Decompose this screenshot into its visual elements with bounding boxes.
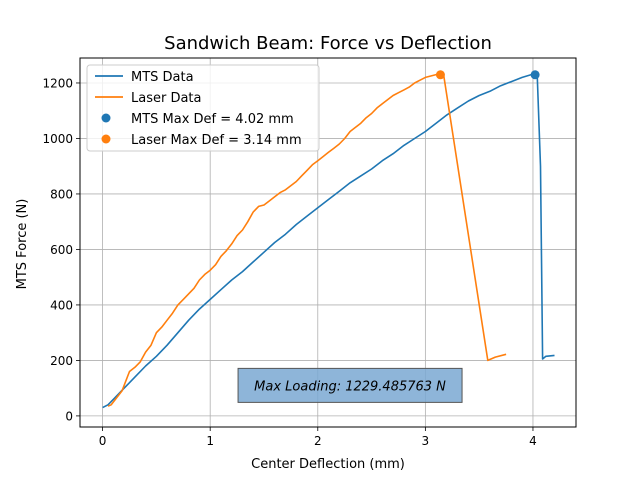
- y-tick-label: 200: [50, 354, 73, 368]
- legend: MTS Data Laser Data MTS Max Def = 4.02 m…: [86, 64, 320, 152]
- x-axis-ticks: 0 1 2 3 4: [99, 427, 537, 448]
- laser-max-def-marker: [435, 70, 445, 80]
- y-axis-ticks: 0 200 400 600 800 1000 1200: [42, 76, 80, 423]
- x-tick-label: 2: [314, 434, 322, 448]
- mts-data-line: [102, 73, 555, 409]
- y-axis-label: MTS Force (N): [15, 199, 30, 290]
- mts-max-def-marker: [530, 70, 540, 80]
- y-tick-label: 600: [50, 243, 73, 257]
- x-tick-label: 3: [422, 434, 430, 448]
- legend-laser-marker: [101, 134, 111, 144]
- y-tick-label: 800: [50, 187, 73, 201]
- x-tick-label: 1: [206, 434, 214, 448]
- marker-layer: [435, 70, 540, 80]
- y-tick-label: 1000: [42, 132, 73, 146]
- x-tick-label: 4: [529, 434, 537, 448]
- legend-laser-label: Laser Data: [131, 91, 202, 106]
- series-layer: [102, 73, 555, 409]
- x-axis-label: Center Deflection (mm): [251, 457, 405, 472]
- legend-frame: [86, 64, 320, 152]
- laser-data-line: [107, 73, 507, 407]
- y-tick-label: 0: [65, 409, 73, 423]
- chart-title: Sandwich Beam: Force vs Deflection: [164, 33, 492, 54]
- legend-laser-max-label: Laser Max Def = 3.14 mm: [131, 133, 302, 148]
- legend-mts-label: MTS Data: [131, 70, 194, 85]
- legend-mts-marker: [101, 113, 111, 123]
- x-tick-label: 0: [99, 434, 107, 448]
- plot-area-frame: [79, 57, 577, 428]
- annotation-box: [237, 367, 463, 403]
- y-tick-label: 1200: [42, 76, 73, 90]
- y-tick-label: 400: [50, 298, 73, 312]
- legend-mts-max-label: MTS Max Def = 4.02 mm: [131, 112, 294, 127]
- max-loading-annotation: Max Loading: 1229.485763 N: [237, 367, 463, 403]
- annotation-text: Max Loading: 1229.485763 N: [254, 379, 446, 394]
